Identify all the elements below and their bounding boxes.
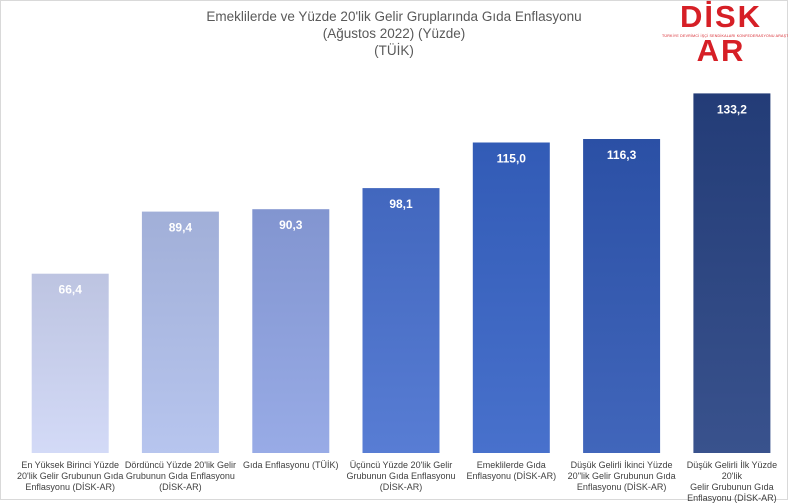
- bar-1: [31, 273, 109, 453]
- bar-value-label-4: 98,1: [389, 197, 413, 211]
- disk-ar-logo: DİSK AR TÜRKİYE DEVRİMCİ İŞÇİ SENDİKALAR…: [660, 0, 788, 68]
- bar-value-label-5: 115,0: [497, 152, 527, 166]
- bar-value-label-2: 89,4: [169, 221, 193, 235]
- x-tick-label-line: En Yüksek Birinci Yüzde: [21, 460, 120, 470]
- bar-2: [141, 211, 219, 453]
- bar-value-label-6: 116,3: [607, 148, 637, 162]
- chart-title-line-1: Emeklilerde ve Yüzde 20'lik Gelir Grupla…: [206, 9, 582, 24]
- x-tick-label-4: Üçüncü Yüzde 20'lik Gelir Grubunun Gıda E…: [345, 460, 457, 493]
- bar-4: [362, 188, 440, 453]
- bar-7: [693, 93, 771, 454]
- x-tick-label-line: Gelir Grubunun Gıda: [690, 482, 774, 492]
- chart-title-line-3: (TÜİK): [374, 43, 414, 58]
- bars-group: 66,4 89,4 90,3 98,1 115,0 116,3 133,2: [31, 93, 771, 454]
- chart-title-line-2: (Ağustos 2022) (Yüzde): [322, 26, 466, 41]
- bar-6: [583, 139, 661, 453]
- logo-subtext: TÜRKİYE DEVRİMCİ İŞÇİ SENDİKALARI KONFED…: [662, 34, 788, 38]
- x-tick-label-line: Düşük Gelirli İkinci Yüzde: [570, 460, 673, 470]
- x-tick-label-line: Enflasyonu (DİSK-AR): [687, 493, 777, 503]
- chart-title: Emeklilerde ve Yüzde 20'lik Gelir Grupla…: [0, 8, 788, 59]
- logo-text: DİSK AR: [679, 0, 763, 68]
- bar-5: [472, 142, 550, 453]
- bar-value-label-1: 66,4: [59, 283, 83, 297]
- x-tick-label-line: Üçüncü Yüzde 20'lik Gelir: [349, 460, 453, 470]
- x-tick-label-line: 20'lik Gelir Grubunun Gıda: [17, 471, 124, 481]
- bar-3: [252, 209, 330, 453]
- x-tick-label-line: Gıda Enflasyonu (TÜİK): [243, 460, 339, 470]
- x-tick-label-line: Enflasyonu (DİSK-AR): [25, 482, 115, 492]
- x-tick-label-line: Grubunun Gıda Enflasyonu: [125, 471, 235, 481]
- x-tick-label-line: (DİSK-AR): [379, 482, 423, 492]
- x-tick-label-5: Emeklilerde Gıda Enflasyonu (DİSK-AR): [455, 460, 567, 482]
- x-tick-label-line: Düşük Gelirli İlk Yüzde 20'lik: [686, 460, 778, 481]
- x-tick-label-line: (DİSK-AR): [159, 482, 202, 492]
- x-tick-label-line: Grubunun Gıda Enflasyonu: [346, 471, 456, 481]
- x-tick-label-line: Enflasyonu (DİSK-AR): [466, 471, 557, 481]
- bar-value-label-7: 133,2: [717, 102, 747, 116]
- x-tick-label-3: Gıda Enflasyonu (TÜİK): [235, 460, 347, 471]
- x-tick-label-line: Enflasyonu (DİSK-AR): [576, 482, 667, 492]
- bar-value-label-3: 90,3: [279, 218, 303, 232]
- x-tick-label-6: Düşük Gelirli İkinci Yüzde 20''lik Gelir …: [566, 460, 678, 493]
- x-tick-label-line: Dördüncü Yüzde 20'lik Gelir: [124, 460, 236, 470]
- x-tick-label-2: Dördüncü Yüzde 20'lik Gelir Grubunun Gıda…: [124, 460, 236, 493]
- x-tick-label-1: En Yüksek Birinci Yüzde 20'lik Gelir Grub…: [14, 460, 126, 493]
- x-tick-label-7: Düşük Gelirli İlk Yüzde 20'lik Gelir Grub…: [676, 460, 788, 504]
- x-tick-label-line: 20''lik Gelir Grubunun Gıda: [567, 471, 676, 481]
- x-tick-label-line: Emeklilerde Gıda: [476, 460, 546, 470]
